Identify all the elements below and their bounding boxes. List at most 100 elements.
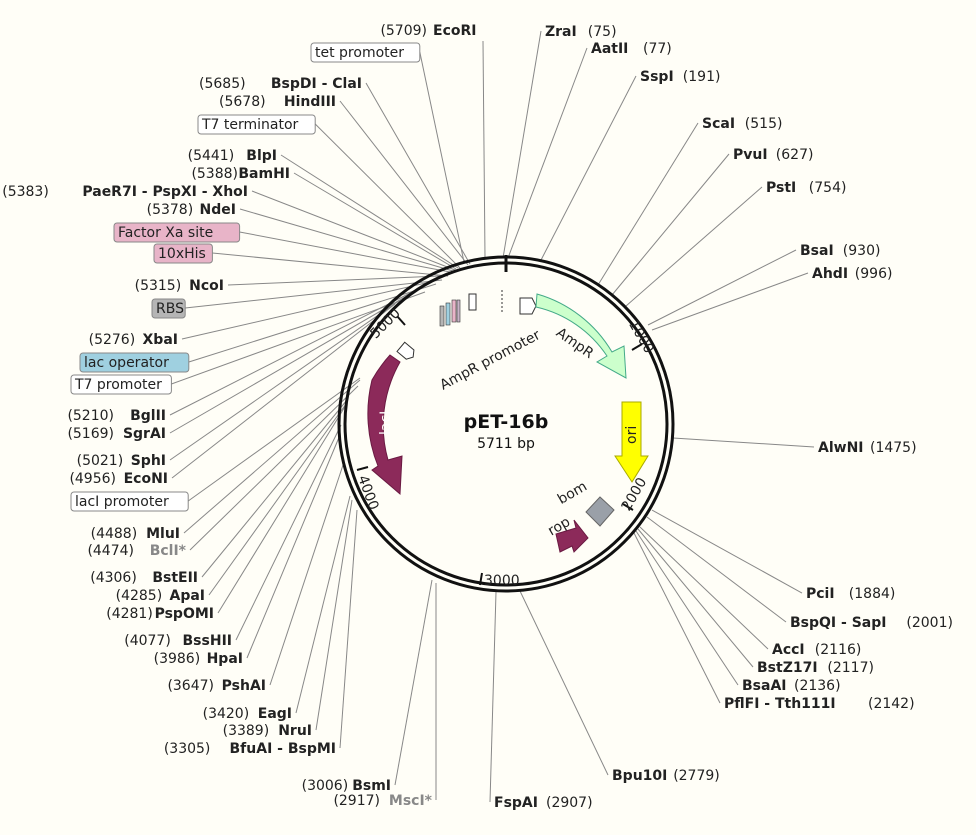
- ampr-promoter-arrow: [519, 297, 537, 315]
- site-position: (5021): [77, 453, 124, 469]
- site-blpi: BlpI (5441): [188, 148, 277, 164]
- site-xbai: XbaI (5276): [89, 332, 178, 348]
- laci-arrow: [367, 354, 403, 496]
- site-position: (515): [745, 116, 783, 132]
- site-name: AlwNI: [818, 440, 864, 456]
- site-bsshii: BssHII (4077): [124, 633, 232, 649]
- svg-text:T7 promoter: T7 promoter: [74, 377, 162, 393]
- site-position: (5685): [199, 76, 246, 92]
- ampr-arrow: [535, 293, 627, 379]
- svg-text:T7 terminator: T7 terminator: [201, 117, 299, 133]
- site-position: (2136): [794, 678, 841, 694]
- site-name: BglII: [130, 408, 166, 424]
- feature-label-factor-xa-site: Factor Xa site: [113, 222, 241, 243]
- ampr-promoter-label: AmpR promoter: [437, 327, 543, 393]
- site-position: (5210): [67, 408, 114, 424]
- feature-label-10xhis: 10xHis: [153, 243, 213, 264]
- mcs-features: [396, 290, 503, 360]
- site-ecori: (5709) EcoRI: [380, 23, 476, 39]
- feature-label-t7-promoter: T7 promoter: [70, 374, 172, 395]
- site-name: PflFI - Tth111I: [724, 696, 836, 712]
- site-msci-: MscI* (2917): [333, 793, 432, 809]
- site-position: (5388): [191, 166, 238, 182]
- svg-text:lac operator: lac operator: [84, 355, 169, 371]
- svg-text:2000: 2000: [619, 475, 651, 514]
- svg-text:Factor Xa site: Factor Xa site: [118, 225, 213, 241]
- site-position: (2116): [815, 642, 862, 658]
- site-position: (2142): [868, 696, 915, 712]
- site-name: MscI*: [389, 793, 433, 809]
- site-position: (996): [855, 266, 893, 282]
- site-name: BstZ17I: [757, 660, 818, 676]
- site-name: BspDI - ClaI: [271, 76, 362, 92]
- site-eagi: EagI (3420): [203, 706, 292, 722]
- svg-text:lacI promoter: lacI promoter: [75, 494, 169, 510]
- ori-arrow: [614, 401, 649, 483]
- site-position: (5276): [89, 332, 136, 348]
- site-name: HpaI: [207, 651, 243, 667]
- site-bcli-: BclI* (4474): [87, 543, 186, 559]
- site-name: BsaI: [800, 243, 834, 259]
- site-hindiii: HindIII (5678): [219, 94, 336, 110]
- site-pspomi: PspOMI(4281): [106, 606, 214, 622]
- site-position: (4474): [87, 543, 134, 559]
- site-labels: (5709) EcoRI ZraI (75)AatII (77) SspI (191) Sca…: [2, 23, 953, 811]
- site-position: (4077): [124, 633, 171, 649]
- site-nrui: NruI (3389): [223, 723, 312, 739]
- site-position: (754): [809, 180, 847, 196]
- ori-label: ori: [624, 426, 640, 444]
- site-name: MluI: [146, 526, 180, 542]
- site-name: BsaAI: [742, 678, 787, 694]
- site-scai: ScaI (515): [702, 116, 782, 132]
- site-econi: EcoNI (4956): [69, 471, 168, 487]
- site-name: EagI: [258, 706, 292, 722]
- site-position: (3986): [154, 651, 201, 667]
- site-name: EcoRI: [433, 23, 476, 39]
- site-name: AatII: [591, 41, 628, 57]
- site-position: (77): [643, 41, 672, 57]
- site-hpai: HpaI (3986): [154, 651, 243, 667]
- site-position: (2917): [333, 793, 380, 809]
- site-position: (191): [683, 69, 721, 85]
- site-name: SspI: [640, 69, 674, 85]
- site-position: (930): [843, 243, 881, 259]
- site-position: (2907): [546, 795, 593, 811]
- site-position: (5378): [147, 202, 194, 218]
- site-bstz17i: BstZ17I (2117): [757, 660, 874, 676]
- site-bglii: BglII (5210): [67, 408, 166, 424]
- feature-label-lac-operator: lac operator: [79, 352, 190, 373]
- site-name: NruI: [278, 723, 312, 739]
- site-name: PciI: [806, 586, 835, 602]
- site-position: (2001): [906, 615, 953, 631]
- site-acci: AccI (2116): [772, 642, 861, 658]
- site-position: (2117): [827, 660, 874, 676]
- site-name: ScaI: [702, 116, 735, 132]
- site-position: (4306): [90, 570, 137, 586]
- site-position: (3647): [167, 678, 214, 694]
- site-position: (4488): [91, 526, 138, 542]
- site-name: AhdI: [812, 266, 848, 282]
- site-name: AccI: [772, 642, 805, 658]
- site-bsteii: BstEII (4306): [90, 570, 198, 586]
- site-position: (5169): [67, 426, 114, 442]
- feature-label-t7-terminator: T7 terminator: [197, 114, 316, 135]
- site-name: SgrAI: [123, 426, 166, 442]
- site-aatii: AatII (77): [591, 41, 672, 57]
- bom-marker: [585, 496, 615, 527]
- laci-label: lacI: [378, 411, 394, 435]
- site-bsaai: BsaAI (2136): [742, 678, 841, 694]
- tick-2000: 2000: [619, 475, 651, 514]
- site-psti: PstI (754): [766, 180, 846, 196]
- site-pvui: PvuI (627): [733, 147, 813, 163]
- bom-label: bom: [555, 478, 590, 507]
- site-paer7i-pspxi-xhoi: PaeR7I - PspXI - XhoI (5383): [2, 184, 248, 200]
- feature-label-tet-promoter: tet promoter: [310, 42, 421, 63]
- site-apai: ApaI (4285): [116, 588, 205, 604]
- site-name: Bpu10I: [612, 768, 667, 784]
- site-ncoi: NcoI (5315): [135, 278, 224, 294]
- site-name: FspAI: [494, 795, 538, 811]
- site-ahdi: AhdI (996): [812, 266, 892, 282]
- site-name: PvuI: [733, 147, 768, 163]
- site-position: (2779): [673, 768, 720, 784]
